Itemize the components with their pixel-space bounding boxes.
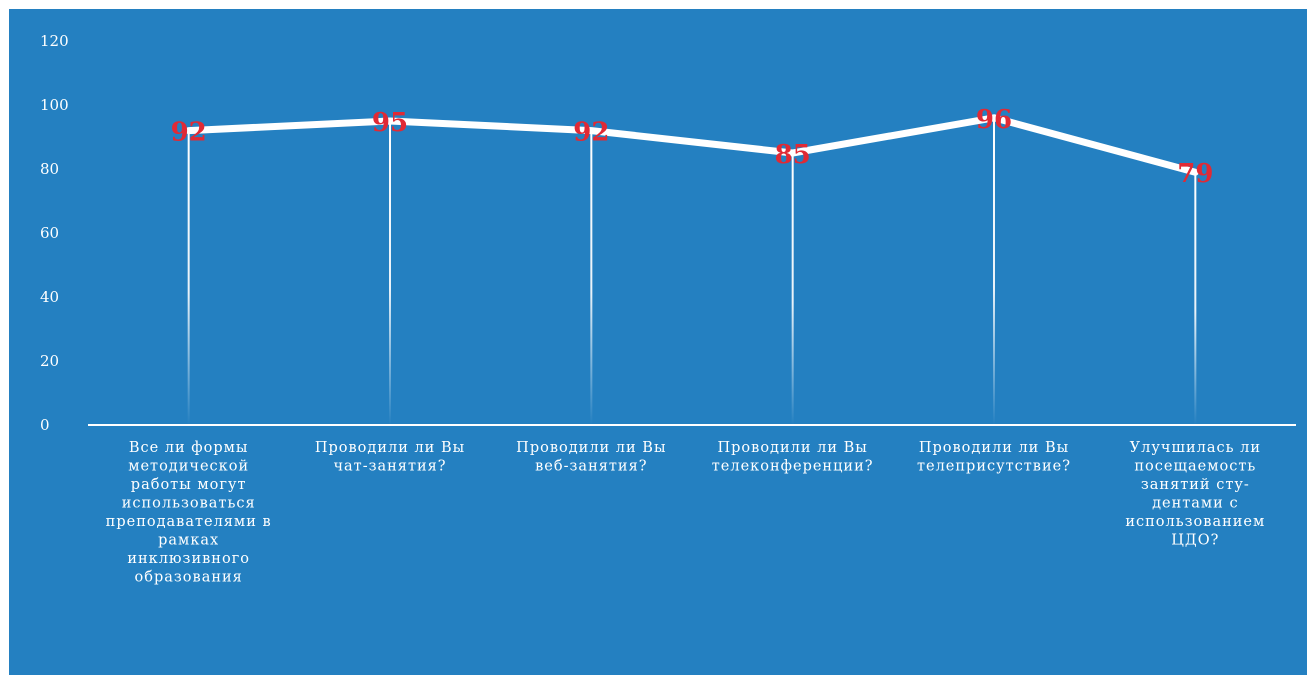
x-category-label: Все ли формы методической работы могут испо… xyxy=(106,440,272,586)
data-label: 92 xyxy=(573,118,609,148)
category-labels: Все ли формы методической работы могут испо… xyxy=(106,440,1265,586)
drop-line xyxy=(187,130,190,425)
x-category-label: Проводили ли Вы веб-занятия? xyxy=(516,440,666,475)
data-label: 79 xyxy=(1177,159,1213,189)
y-axis-ticks: 0 20 40 60 80 100 120 xyxy=(40,32,69,434)
data-labels: 92 95 92 85 96 79 xyxy=(171,105,1214,189)
y-tick-label: 100 xyxy=(40,96,69,114)
x-category-label: Проводили ли Вы телеприсутствие? xyxy=(917,440,1071,475)
x-category-label: Проводили ли Вы телеконференции? xyxy=(712,440,874,475)
data-label: 96 xyxy=(976,105,1012,135)
y-tick-label: 40 xyxy=(40,288,59,306)
x-category-label: Улучшилась ли посещаемость занятий сту-ден… xyxy=(1125,440,1265,549)
drop-lines xyxy=(187,117,1197,426)
data-label: 95 xyxy=(372,108,408,138)
drop-line xyxy=(791,153,794,425)
drop-line xyxy=(590,130,593,425)
y-tick-label: 0 xyxy=(40,416,50,434)
drop-line xyxy=(389,121,391,425)
chart-frame xyxy=(9,9,1307,675)
data-label: 85 xyxy=(775,140,811,170)
y-tick-label: 80 xyxy=(40,160,59,178)
y-tick-label: 20 xyxy=(40,352,59,370)
y-tick-label: 60 xyxy=(40,224,59,242)
x-category-label: Проводили ли Вы чат-занятия? xyxy=(315,440,465,475)
drop-line xyxy=(1194,172,1197,425)
drop-line xyxy=(993,117,995,426)
y-tick-label: 120 xyxy=(40,32,69,50)
series-line xyxy=(185,114,1199,176)
data-label: 92 xyxy=(171,118,207,148)
